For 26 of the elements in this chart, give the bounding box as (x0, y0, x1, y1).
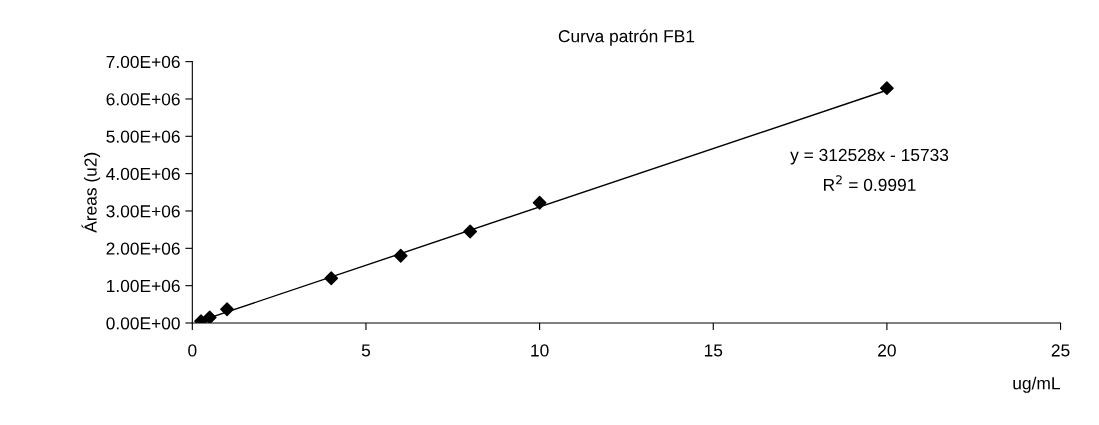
annotation: y = 312528x - 15733 (790, 148, 949, 165)
x-tick-label: 20 (878, 344, 896, 357)
point (202, 310, 217, 323)
point (220, 302, 234, 317)
point (393, 248, 408, 263)
y-axis-title: Áreas (u2) (81, 152, 101, 233)
x-tick-label: 5 (361, 344, 371, 357)
y-tick-label: 5.00E+06 (106, 130, 180, 143)
x-tick-label: 15 (704, 344, 723, 357)
x-tick-label: 25 (1051, 344, 1070, 357)
x-tick-label: 10 (531, 344, 549, 357)
point (532, 195, 547, 210)
point (324, 271, 339, 286)
y-tick-label: 3.00E+06 (106, 205, 180, 218)
x-tick-label: 0 (188, 344, 197, 357)
annotation: R$^{2}$ = 0.9991 (823, 175, 916, 192)
y-tick-label: 1.00E+06 (107, 279, 180, 293)
y-tick-label: 4.00E+06 (106, 167, 180, 181)
x-axis-title: ug/mL (1013, 376, 1060, 393)
y-tick-label: 7.00E+06 (106, 55, 180, 69)
point (879, 81, 894, 96)
point (463, 224, 478, 239)
y-tick-label: 2.00E+06 (106, 242, 180, 255)
y-tick-label: 6.00E+06 (106, 93, 180, 106)
y-tick-label: 0.00E+00 (106, 317, 180, 330)
chart-title: Curva patrón FB1 (558, 29, 695, 46)
